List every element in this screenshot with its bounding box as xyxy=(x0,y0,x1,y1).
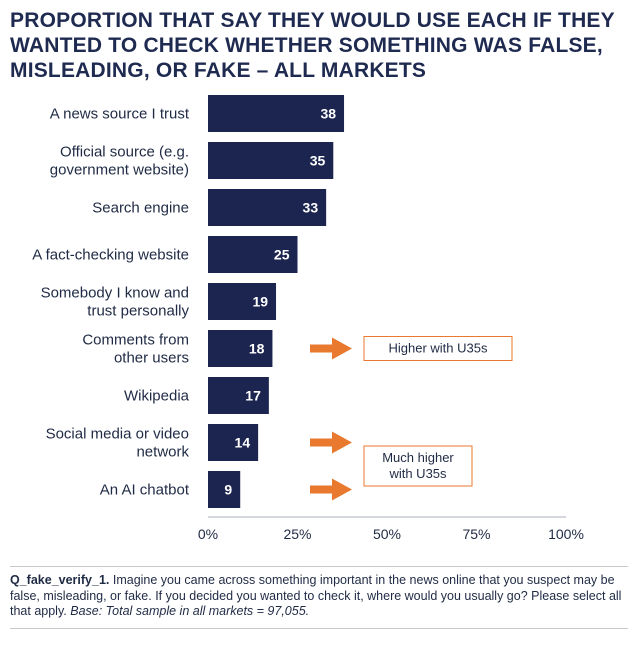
category-label: Search engine xyxy=(92,200,189,217)
bar xyxy=(208,377,269,414)
bar xyxy=(208,236,298,273)
x-tick-label: 0% xyxy=(198,526,218,542)
category-label: Wikipedia xyxy=(124,388,190,405)
bar-value-label: 33 xyxy=(303,200,319,216)
bar xyxy=(208,330,273,367)
x-tick-label: 75% xyxy=(462,526,490,542)
bar xyxy=(208,142,334,179)
bar-value-label: 17 xyxy=(245,388,261,404)
annotation-text: Much higher with U35s xyxy=(382,450,454,481)
bar-value-label: 35 xyxy=(310,153,326,169)
arrow-icon xyxy=(310,344,334,353)
annotation-text: Higher with U35s xyxy=(389,341,488,356)
bar-value-label: 9 xyxy=(224,482,232,498)
arrow-icon xyxy=(310,485,334,494)
arrow-icon xyxy=(332,431,352,454)
bar-value-label: 18 xyxy=(249,341,265,357)
bar-value-label: 25 xyxy=(274,247,290,263)
category-label: Comments from other users xyxy=(82,332,189,367)
category-label: A fact-checking website xyxy=(32,247,189,264)
x-tick-label: 50% xyxy=(373,526,401,542)
category-label: Somebody I know and trust personally xyxy=(41,285,190,320)
x-tick-label: 100% xyxy=(548,526,584,542)
annotation-box xyxy=(363,336,513,361)
bar-chart: 38 A news source I trust 35 Official source… xyxy=(32,95,584,542)
arrow-icon xyxy=(332,337,352,360)
arrow-icon xyxy=(332,478,352,501)
annotation-box xyxy=(363,445,473,487)
base-note: Base: Total sample in all markets = 97,0… xyxy=(70,604,310,618)
question-code: Q_fake_verify_1. xyxy=(10,573,110,587)
category-label: Official source (e.g. government website) xyxy=(50,144,189,179)
x-tick-label: 25% xyxy=(283,526,311,542)
question-text: Imagine you came across something import… xyxy=(10,573,622,618)
bar-value-label: 19 xyxy=(252,294,268,310)
bar-value-label: 38 xyxy=(320,106,336,122)
category-label: A news source I trust xyxy=(50,106,190,123)
category-label: An AI chatbot xyxy=(100,482,190,499)
chart-title: PROPORTION THAT SAY THEY WOULD USE EACH … xyxy=(10,9,615,82)
bar xyxy=(208,189,327,226)
bar xyxy=(208,471,241,508)
category-label: Social media or video network xyxy=(46,426,190,461)
bar-value-label: 14 xyxy=(235,435,251,451)
chart-footnote: Q_fake_verify_1. Imagine you came across… xyxy=(10,566,628,629)
bar xyxy=(208,424,259,461)
bar xyxy=(208,95,345,132)
arrow-icon xyxy=(310,438,334,447)
bar xyxy=(208,283,277,320)
